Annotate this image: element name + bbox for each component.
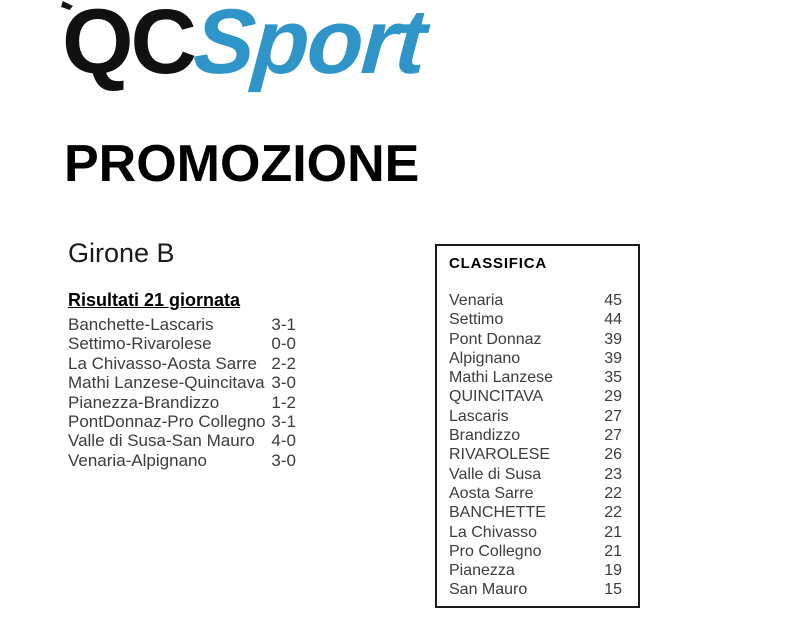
result-row: Mathi Lanzese-Quincitava 3-0 <box>68 373 296 392</box>
classifica-row: La Chivasso 21 <box>449 523 622 542</box>
classifica-row: Venaria 45 <box>449 291 622 310</box>
match-name: La Chivasso-Aosta Sarre <box>68 353 257 373</box>
team-name: Pont Donnaz <box>449 330 542 348</box>
result-row: La Chivasso-Aosta Sarre 2-2 <box>68 354 296 373</box>
classifica-row: BANCHETTE 22 <box>449 503 622 522</box>
match-score: 3-0 <box>271 373 296 393</box>
team-points: 23 <box>604 465 622 483</box>
results-section: Risultati 21 giornata Banchette-Lascaris… <box>68 290 296 470</box>
team-name: Pianezza <box>449 562 515 580</box>
results-title: Risultati 21 giornata <box>68 290 241 310</box>
result-row: Venaria-Alpignano 3-0 <box>68 451 296 470</box>
team-name: Aosta Sarre <box>449 484 534 502</box>
match-name: Banchette-Lascaris <box>68 315 214 334</box>
team-points: 27 <box>604 427 622 445</box>
result-row: Pianezza-Brandizzo 1-2 <box>68 393 296 412</box>
team-points: 22 <box>604 484 622 502</box>
girone-subtitle: Girone B <box>68 238 175 268</box>
team-points: 26 <box>604 446 622 464</box>
team-points: 22 <box>604 504 622 522</box>
match-score: 0-0 <box>271 334 296 354</box>
match-name: Pianezza-Brandizzo <box>68 392 220 412</box>
classifica-row: RIVAROLESE 26 <box>449 445 622 464</box>
match-score: 1-2 <box>271 392 296 412</box>
classifica-row: Alpignano 39 <box>449 349 622 368</box>
results-list: Banchette-Lascaris 3-1 Settimo-Rivarolese 0… <box>68 315 296 470</box>
team-points: 21 <box>604 523 622 541</box>
logo-qc-text: QC <box>62 0 197 93</box>
team-points: 44 <box>604 311 622 329</box>
result-row: Banchette-Lascaris 3-1 <box>68 315 296 334</box>
classifica-row: San Mauro 15 <box>449 580 622 599</box>
team-name: Brandizzo <box>449 427 521 445</box>
team-name: Pro Collegno <box>449 542 542 560</box>
result-row: Settimo-Rivarolese 0-0 <box>68 334 296 353</box>
classifica-row: Pianezza 19 <box>449 561 622 580</box>
classifica-row: QUINCITAVA 29 <box>449 387 622 406</box>
match-score: 2-2 <box>271 353 296 373</box>
classifica-title: CLASSIFICA <box>449 255 547 272</box>
match-score: 3-0 <box>271 450 296 470</box>
match-score: 3-1 <box>271 315 296 334</box>
classifica-row: Aosta Sarre 22 <box>449 484 622 503</box>
team-name: QUINCITAVA <box>449 388 544 406</box>
match-name: Valle di Susa-San Mauro <box>68 431 255 451</box>
team-name: San Mauro <box>449 581 528 599</box>
team-name: BANCHETTE <box>449 504 546 522</box>
team-name: Venaria <box>449 292 504 309</box>
match-name: Settimo-Rivarolese <box>68 334 212 354</box>
match-name: PontDonnaz-Pro Collegno <box>68 412 266 432</box>
team-points: 15 <box>604 581 622 599</box>
result-row: PontDonnaz-Pro Collegno 3-1 <box>68 412 296 431</box>
classifica-row: Lascaris 27 <box>449 407 622 426</box>
team-points: 29 <box>604 388 622 406</box>
result-row: Valle di Susa-San Mauro 4-0 <box>68 431 296 450</box>
team-points: 19 <box>604 562 622 580</box>
classifica-row: Pont Donnaz 39 <box>449 330 622 349</box>
ink-mark-artifact <box>61 1 73 10</box>
classifica-row: Valle di Susa 23 <box>449 465 622 484</box>
team-points: 35 <box>604 369 622 387</box>
team-points: 27 <box>604 407 622 425</box>
match-name: Mathi Lanzese-Quincitava <box>68 373 265 393</box>
team-name: Alpignano <box>449 349 521 367</box>
team-name: Mathi Lanzese <box>449 369 554 387</box>
team-points: 45 <box>604 292 622 309</box>
qcsport-logo: QCSport <box>62 0 428 98</box>
match-score: 4-0 <box>271 431 296 451</box>
classifica-row: Pro Collegno 21 <box>449 542 622 561</box>
team-name: Valle di Susa <box>449 465 542 483</box>
team-name: La Chivasso <box>449 523 538 541</box>
team-name: Lascaris <box>449 407 509 425</box>
team-points: 39 <box>604 349 622 367</box>
classifica-row: Settimo 44 <box>449 310 622 329</box>
team-points: 21 <box>604 542 622 560</box>
logo-sport-text: Sport <box>190 0 428 93</box>
team-name: Settimo <box>449 311 504 329</box>
team-name: RIVAROLESE <box>449 446 551 464</box>
team-points: 39 <box>604 330 622 348</box>
classifica-row: Brandizzo 27 <box>449 426 622 445</box>
match-score: 3-1 <box>271 412 296 432</box>
match-name: Venaria-Alpignano <box>68 450 207 470</box>
classifica-box: CLASSIFICA Venaria 45 Settimo 44 Pont Donnaz… <box>435 244 640 608</box>
classifica-row: Mathi Lanzese 35 <box>449 368 622 387</box>
classifica-list: Venaria 45 Settimo 44 Pont Donnaz 39 Alpignano… <box>449 291 622 600</box>
page-title: PROMOZIONE <box>64 135 420 193</box>
